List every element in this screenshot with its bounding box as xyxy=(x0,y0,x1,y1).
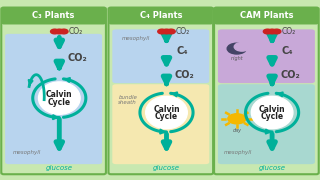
Ellipse shape xyxy=(251,96,293,129)
Text: glucose: glucose xyxy=(259,165,285,171)
Text: CO₂: CO₂ xyxy=(174,70,194,80)
Circle shape xyxy=(227,43,246,54)
Circle shape xyxy=(167,29,175,34)
Text: CO₂: CO₂ xyxy=(67,53,87,63)
Text: glucose: glucose xyxy=(46,165,73,171)
Text: glucose: glucose xyxy=(153,165,180,171)
FancyBboxPatch shape xyxy=(215,8,318,24)
FancyBboxPatch shape xyxy=(2,8,105,24)
FancyBboxPatch shape xyxy=(214,8,319,174)
Text: C₃ Plants: C₃ Plants xyxy=(32,11,75,20)
Text: mesophyll: mesophyll xyxy=(122,36,150,41)
Circle shape xyxy=(273,29,281,34)
Circle shape xyxy=(55,29,63,34)
Text: CO₂: CO₂ xyxy=(282,27,296,36)
Text: CO₂: CO₂ xyxy=(280,70,300,80)
FancyBboxPatch shape xyxy=(109,8,212,24)
FancyBboxPatch shape xyxy=(5,34,102,164)
FancyBboxPatch shape xyxy=(218,84,315,164)
Text: C₄ Plants: C₄ Plants xyxy=(140,11,182,20)
Circle shape xyxy=(162,29,171,34)
Text: mesophyll: mesophyll xyxy=(13,150,41,155)
Text: bundle: bundle xyxy=(118,95,137,100)
Text: CO₂: CO₂ xyxy=(69,27,83,36)
Text: Calvin: Calvin xyxy=(153,105,180,114)
Text: Cycle: Cycle xyxy=(48,98,71,107)
Text: C₄: C₄ xyxy=(176,46,188,56)
Circle shape xyxy=(228,114,246,124)
FancyBboxPatch shape xyxy=(112,29,209,83)
FancyBboxPatch shape xyxy=(218,29,315,83)
Ellipse shape xyxy=(38,82,80,114)
Ellipse shape xyxy=(146,96,187,129)
Text: CAM Plants: CAM Plants xyxy=(240,11,293,20)
Text: sheath: sheath xyxy=(118,100,137,105)
Circle shape xyxy=(51,29,59,34)
Text: night: night xyxy=(230,56,243,61)
Text: C₄: C₄ xyxy=(282,46,293,56)
FancyBboxPatch shape xyxy=(112,84,209,164)
Circle shape xyxy=(158,29,166,34)
FancyBboxPatch shape xyxy=(1,8,106,174)
Text: Cycle: Cycle xyxy=(155,112,178,121)
Circle shape xyxy=(263,29,272,34)
Circle shape xyxy=(60,29,68,34)
Text: CO₂: CO₂ xyxy=(176,27,190,36)
Circle shape xyxy=(268,29,276,34)
Text: day: day xyxy=(232,128,241,133)
Text: Calvin: Calvin xyxy=(46,90,73,99)
Text: Calvin: Calvin xyxy=(259,105,285,114)
Circle shape xyxy=(234,42,250,51)
FancyBboxPatch shape xyxy=(108,8,213,174)
Text: mesophyll: mesophyll xyxy=(224,150,252,155)
Text: Cycle: Cycle xyxy=(260,112,284,121)
